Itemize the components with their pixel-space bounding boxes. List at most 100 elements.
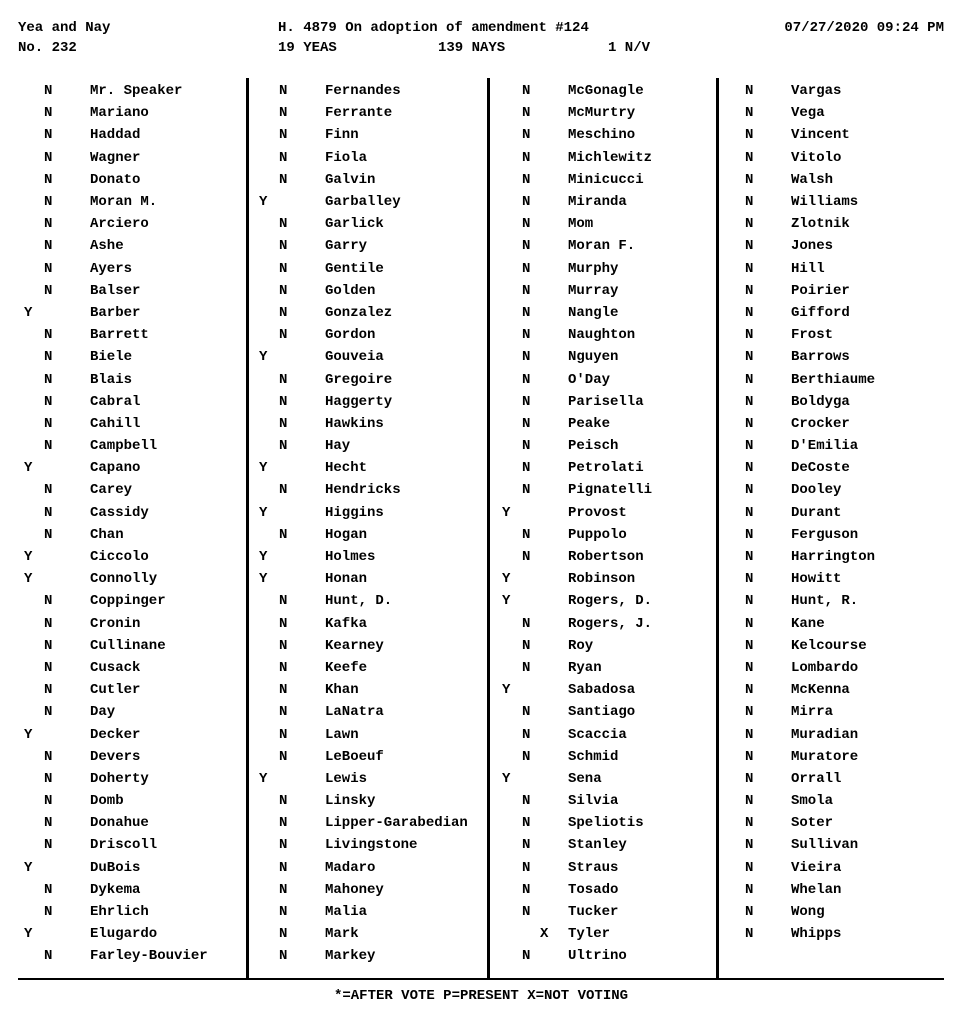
vote-nay-cell: N bbox=[745, 261, 765, 277]
vote-nay-cell: N bbox=[745, 283, 765, 299]
vote-row: NHunt, D. bbox=[249, 590, 487, 612]
vote-row: NCahill bbox=[18, 413, 246, 435]
vote-row: NKhan bbox=[249, 679, 487, 701]
vote-yea-cell: Y bbox=[502, 682, 522, 698]
member-name: Ryan bbox=[568, 660, 602, 676]
vote-row: NLipper-Garabedian bbox=[249, 812, 487, 834]
vote-row: NGifford bbox=[719, 302, 944, 324]
vote-row: NDooley bbox=[719, 479, 944, 501]
vote-nay-cell: N bbox=[44, 327, 64, 343]
vote-nay-cell: N bbox=[522, 882, 542, 898]
member-name: Murray bbox=[568, 283, 618, 299]
vote-row: NNaughton bbox=[490, 324, 716, 346]
vote-row: NDriscoll bbox=[18, 834, 246, 856]
member-name: Nguyen bbox=[568, 349, 618, 365]
member-name: Scaccia bbox=[568, 727, 627, 743]
member-name: Campbell bbox=[90, 438, 157, 454]
vote-nay-cell: N bbox=[522, 860, 542, 876]
member-name: Muratore bbox=[791, 749, 858, 765]
vote-row: NMcMurtry bbox=[490, 102, 716, 124]
vote-row: NMark bbox=[249, 923, 487, 945]
vote-row: NHendricks bbox=[249, 479, 487, 501]
vote-yea-cell: Y bbox=[259, 549, 279, 565]
vote-row: NRoy bbox=[490, 635, 716, 657]
member-name: Devers bbox=[90, 749, 140, 765]
member-name: Finn bbox=[325, 127, 359, 143]
vote-nay-cell: N bbox=[745, 638, 765, 654]
vote-row: NSoter bbox=[719, 812, 944, 834]
member-name: Doherty bbox=[90, 771, 149, 787]
vote-nay-cell: N bbox=[279, 593, 299, 609]
vote-row: NCutler bbox=[18, 679, 246, 701]
member-name: Vargas bbox=[791, 83, 841, 99]
member-name: Markey bbox=[325, 948, 375, 964]
vote-nay-cell: N bbox=[279, 105, 299, 121]
member-name: Robinson bbox=[568, 571, 635, 587]
yeas-count: 19 YEAS bbox=[278, 40, 438, 56]
member-name: Speliotis bbox=[568, 815, 644, 831]
vote-row: NLivingstone bbox=[249, 834, 487, 856]
vote-yea-cell: Y bbox=[259, 505, 279, 521]
vote-nay-cell: N bbox=[745, 194, 765, 210]
member-name: Malia bbox=[325, 904, 367, 920]
vote-nay-cell: N bbox=[745, 749, 765, 765]
vote-nay-cell: N bbox=[745, 216, 765, 232]
member-name: Driscoll bbox=[90, 837, 157, 853]
vote-nay-cell: N bbox=[745, 505, 765, 521]
member-name: Barrett bbox=[90, 327, 149, 343]
member-name: DeCoste bbox=[791, 460, 850, 476]
vote-grid: NMr. SpeakerNMarianoNHaddadNWagnerNDonat… bbox=[18, 78, 944, 980]
member-name: Stanley bbox=[568, 837, 627, 853]
member-name: Mom bbox=[568, 216, 593, 232]
vote-nay-cell: N bbox=[44, 438, 64, 454]
member-name: Vitolo bbox=[791, 150, 841, 166]
member-name: Parisella bbox=[568, 394, 644, 410]
member-name: Cassidy bbox=[90, 505, 149, 521]
member-name: Poirier bbox=[791, 283, 850, 299]
vote-nay-cell: N bbox=[279, 682, 299, 698]
bill-title: H. 4879 On adoption of amendment #124 bbox=[278, 20, 714, 36]
member-name: Balser bbox=[90, 283, 140, 299]
member-name: Straus bbox=[568, 860, 618, 876]
vote-nay-cell: N bbox=[522, 327, 542, 343]
vote-nay-cell: N bbox=[44, 394, 64, 410]
member-name: Hunt, R. bbox=[791, 593, 858, 609]
member-name: Durant bbox=[791, 505, 841, 521]
vote-row: NDomb bbox=[18, 790, 246, 812]
vote-nay-cell: N bbox=[279, 527, 299, 543]
vote-nay-cell: N bbox=[745, 438, 765, 454]
vote-row: NVitolo bbox=[719, 147, 944, 169]
vote-row: N Campbell bbox=[18, 435, 246, 457]
vote-nay-cell: N bbox=[745, 882, 765, 898]
vote-nay-cell: N bbox=[522, 482, 542, 498]
vote-nay-cell: N bbox=[522, 793, 542, 809]
vote-row: NWalsh bbox=[719, 169, 944, 191]
vote-row: NGonzalez bbox=[249, 302, 487, 324]
vote-nay-cell: N bbox=[279, 261, 299, 277]
vote-row: NDoherty bbox=[18, 768, 246, 790]
member-name: Vieira bbox=[791, 860, 841, 876]
vote-row: NSullivan bbox=[719, 834, 944, 856]
header: Yea and Nay H. 4879 On adoption of amend… bbox=[18, 20, 944, 36]
member-name: Barber bbox=[90, 305, 140, 321]
vote-row: NSilvia bbox=[490, 790, 716, 812]
vote-nay-cell: N bbox=[44, 948, 64, 964]
vote-nay-cell: N bbox=[279, 815, 299, 831]
member-name: Mirra bbox=[791, 704, 833, 720]
vote-nay-cell: N bbox=[522, 616, 542, 632]
member-name: Santiago bbox=[568, 704, 635, 720]
vote-row: NLeBoeuf bbox=[249, 746, 487, 768]
member-name: Donahue bbox=[90, 815, 149, 831]
member-name: Cusack bbox=[90, 660, 140, 676]
vote-nay-cell: N bbox=[745, 394, 765, 410]
vote-row: NDevers bbox=[18, 746, 246, 768]
vote-row: NVincent bbox=[719, 124, 944, 146]
vote-row: NMadaro bbox=[249, 857, 487, 879]
vote-nay-cell: N bbox=[745, 327, 765, 343]
vote-row: NMcGonagle bbox=[490, 80, 716, 102]
vote-yea-cell: Y bbox=[502, 771, 522, 787]
vote-row: NCrocker bbox=[719, 413, 944, 435]
member-name: Boldyga bbox=[791, 394, 850, 410]
member-name: Hay bbox=[325, 438, 350, 454]
vote-row: NMurphy bbox=[490, 258, 716, 280]
